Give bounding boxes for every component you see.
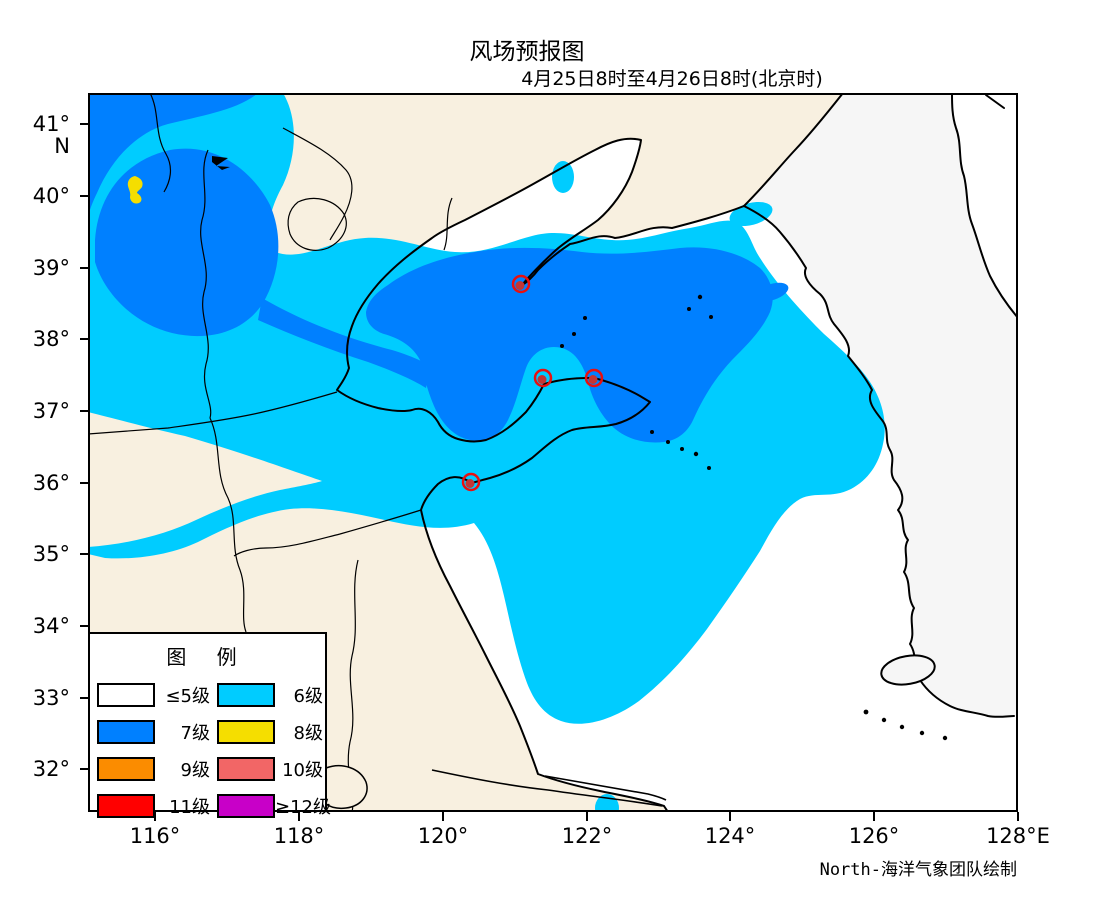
subtitle-time-range: 4月25日8时至4月26日8时(北京时) [521,68,823,90]
x-tick-label: 126° [848,824,900,848]
y-tick-mark [80,195,89,197]
y-tick-mark [80,338,89,340]
x-tick-label: 128°E [986,824,1050,848]
wind-area-level7-connector [258,298,430,388]
y-tick-label: 37° [32,399,70,423]
legend-swatch [217,757,275,781]
x-tick-mark [586,812,588,821]
y-tick-mark [80,553,89,555]
plot-border [88,93,1018,812]
x-tick-label: 118° [273,824,325,848]
legend-swatch [97,720,155,744]
legend-label: 8级 [293,723,323,744]
x-tick-mark [154,812,156,821]
legend-swatch [217,720,275,744]
y-tick-mark [80,267,89,269]
legend-swatch [97,683,155,707]
yangtze-river-lines [431,769,667,807]
legend-rows: ≤5级 6级 7级 8级 9级 10级 11级 ≥12级 [90,683,331,818]
legend-row: 11级 ≥12级 [90,794,331,818]
station-marker-dot [515,281,525,290]
station-marker-ring [533,368,553,388]
y-tick-label: 38° [32,327,70,351]
island-dots [560,294,948,741]
station-marker-ring [511,274,531,294]
x-tick-label: 120° [417,824,469,848]
x-tick-mark [873,812,875,821]
jeju-island [880,654,936,686]
wind-area-level8-spot [127,176,143,204]
x-tick-mark [442,812,444,821]
x-tick-label: 124° [704,824,756,848]
legend-label: 9级 [180,760,210,781]
y-tick-label: 36° [32,471,70,495]
y-tick-mark [80,768,89,770]
station-marker-ring [461,472,481,492]
legend-row: 7级 8级 [90,720,325,744]
yalu-border-line [743,93,844,207]
page-title: 风场预报图 [469,39,585,65]
legend-swatch [97,794,155,818]
station-marker-dot [588,375,598,384]
y-tick-label: 33° [32,686,70,710]
y-tick-label: 41° [32,112,70,136]
korea-east-coastline [951,93,1018,319]
map-legend: 图 例 ≤5级 6级 7级 8级 9级 10级 11级 ≥12级 [88,632,331,818]
legend-label: 7级 [180,723,210,744]
x-tick-label: 122° [561,824,613,848]
y-tick-label: 32° [32,757,70,781]
china-coastline [336,137,745,812]
station-markers [461,274,604,492]
legend-title: 图 例 [166,645,249,669]
x-tick-mark [298,812,300,821]
x-tick-mark [1017,812,1019,821]
reservoir-glyph [212,156,230,170]
legend-label: ≤5级 [165,686,210,707]
y-tick-mark [80,625,89,627]
y-tick-mark [80,123,89,125]
legend-row: ≤5级 6级 [90,683,325,707]
wind-area-level6-spot-north [552,161,574,193]
y-tick-label: 39° [32,256,70,280]
legend-label: 6级 [293,686,323,707]
y-tick-label: 34° [32,614,70,638]
y-axis-unit: N [54,134,70,158]
station-marker-ring [584,368,604,388]
legend-label: 11级 [169,797,210,818]
legend-label: 10级 [282,760,323,781]
attribution-text: North-海洋气象团队绘制 [819,860,1017,880]
legend-swatch [217,683,275,707]
wind-area-level7-small-patch [755,282,789,302]
legend-row: 9级 10级 [90,757,325,781]
y-tick-label: 40° [32,184,70,208]
map-canvas [88,93,1018,812]
x-tick-mark [729,812,731,821]
station-marker-dot [465,479,475,488]
y-tick-mark [80,482,89,484]
y-tick-mark [80,410,89,412]
legend-swatch [97,757,155,781]
y-tick-mark [80,697,89,699]
wind-area-level7-oval [95,148,279,337]
wind-area-level7-northwest-band [88,93,258,216]
x-tick-label: 116° [129,824,181,848]
wind-area-level7-bohai [366,247,773,443]
y-tick-label: 35° [32,542,70,566]
legend-swatch [217,794,275,818]
northeast-border-segment [985,94,1005,109]
station-marker-dot [537,375,547,384]
legend-label: ≥12级 [275,797,331,818]
